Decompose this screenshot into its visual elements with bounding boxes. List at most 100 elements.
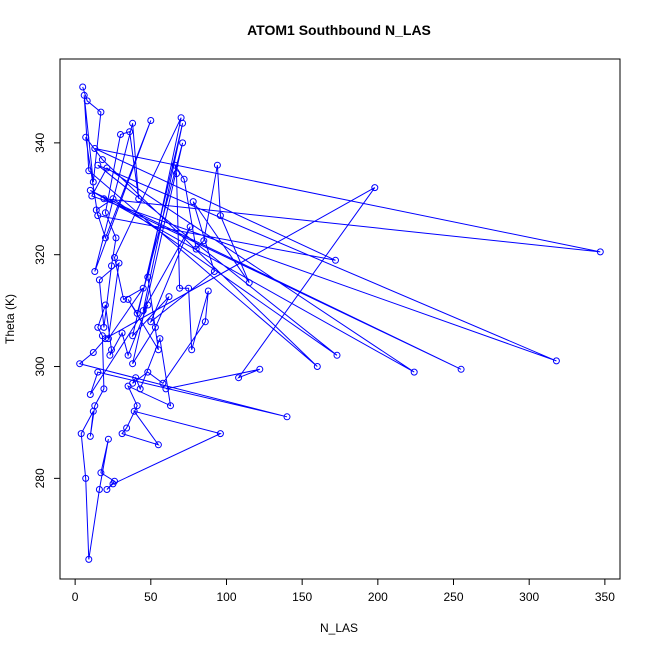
y-tick-label: 340 (33, 133, 47, 153)
data-point (156, 335, 164, 343)
data-point (91, 402, 99, 410)
data-point (332, 256, 339, 264)
data-point (132, 374, 140, 382)
data-point (147, 318, 155, 326)
data-point (80, 91, 88, 99)
data-point (200, 237, 208, 245)
data-series (76, 83, 604, 563)
data-point (103, 486, 111, 493)
data-point (91, 268, 99, 275)
x-tick-label: 250 (443, 590, 463, 604)
data-point (124, 351, 132, 359)
data-point (129, 332, 137, 340)
data-point (144, 273, 152, 281)
data-point (82, 133, 90, 141)
x-tick-label: 150 (292, 590, 312, 604)
data-point (213, 161, 221, 169)
data-point (103, 164, 111, 172)
data-point (76, 360, 84, 368)
data-point (216, 430, 224, 438)
data-point (92, 206, 100, 214)
data-point (91, 145, 99, 152)
x-axis: 0 50 100 150 200 250 300 350 (72, 578, 615, 604)
data-point (147, 117, 155, 124)
data-point (108, 262, 115, 270)
data-point (176, 284, 184, 292)
data-point (144, 368, 152, 376)
data-point (97, 108, 105, 116)
data-point (120, 295, 128, 303)
data-point (98, 156, 106, 164)
data-point (126, 128, 134, 136)
x-tick-label: 300 (519, 590, 539, 604)
data-point (101, 335, 109, 343)
data-point (123, 424, 131, 432)
data-point (111, 254, 118, 261)
data-point (154, 346, 162, 354)
data-point (100, 195, 108, 203)
data-point (95, 276, 103, 284)
x-tick-label: 350 (595, 590, 615, 604)
data-point (104, 435, 112, 443)
data-point (204, 287, 212, 295)
data-point (171, 161, 179, 169)
y-tick-label: 320 (33, 244, 47, 264)
data-point (186, 223, 194, 231)
x-tick-label: 0 (72, 590, 79, 604)
data-point (89, 349, 97, 356)
data-point (139, 307, 147, 315)
data-point (333, 351, 341, 359)
data-point (101, 301, 109, 309)
x-axis-label: N_LAS (320, 621, 358, 635)
y-axis: 280 300 320 340 (33, 133, 61, 488)
data-point (189, 198, 197, 206)
chart-title: ATOM1 Southbound N_LAS (247, 22, 431, 38)
data-point (139, 284, 147, 292)
data-point (179, 119, 187, 127)
data-point (89, 178, 97, 186)
data-point (97, 469, 105, 477)
data-point (552, 357, 560, 365)
y-tick-label: 300 (33, 356, 47, 376)
data-point (130, 407, 138, 415)
data-point (457, 365, 465, 373)
data-point (88, 192, 96, 200)
data-point (154, 441, 162, 449)
data-point (136, 385, 144, 393)
data-point (596, 248, 604, 256)
data-point (117, 131, 124, 138)
data-point (201, 318, 209, 326)
data-point (115, 259, 123, 267)
data-point (86, 432, 94, 440)
data-point (188, 346, 196, 354)
data-point (165, 293, 173, 301)
data-point (85, 555, 93, 563)
data-point (118, 329, 126, 337)
data-point (111, 477, 118, 485)
data-point (112, 234, 120, 242)
y-axis-label: Theta (K) (3, 294, 17, 344)
data-point (133, 402, 141, 410)
data-point (173, 170, 180, 178)
data-point (410, 368, 418, 376)
data-point (94, 368, 102, 376)
data-point (135, 195, 143, 203)
data-point (100, 385, 108, 393)
x-tick-label: 100 (216, 590, 236, 604)
data-point (144, 301, 152, 309)
y-tick-label: 280 (33, 468, 47, 488)
data-point (313, 363, 321, 370)
data-point (235, 374, 243, 382)
data-point (129, 119, 137, 127)
data-point (179, 139, 187, 147)
x-tick-label: 200 (368, 590, 388, 604)
data-point (82, 474, 90, 482)
data-point (129, 360, 137, 368)
data-point (104, 335, 112, 343)
data-point (151, 323, 159, 331)
data-point (85, 167, 93, 175)
data-point (94, 323, 102, 331)
data-point (94, 161, 102, 169)
data-point (159, 379, 167, 387)
